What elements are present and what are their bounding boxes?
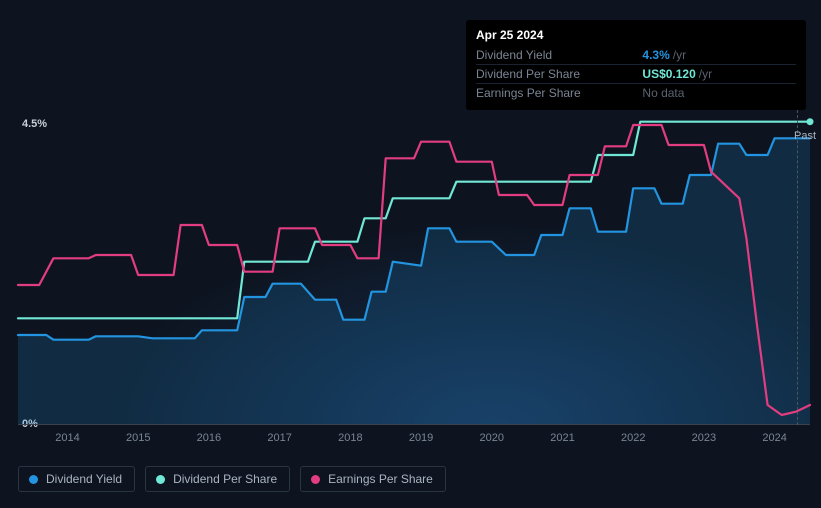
tooltip-date: Apr 25 2024 (476, 26, 796, 46)
legend-item-earnings-per-share[interactable]: Earnings Per Share (300, 466, 446, 492)
tooltip-table: Dividend Yield4.3%/yrDividend Per ShareU… (476, 46, 796, 102)
tooltip-row-value: No data (642, 84, 796, 103)
dividend-per-share-end-marker (807, 118, 814, 125)
legend-dot-icon (29, 475, 38, 484)
tooltip-row-value: 4.3%/yr (642, 46, 796, 65)
legend-item-dividend-yield[interactable]: Dividend Yield (18, 466, 135, 492)
x-axis-baseline (18, 424, 810, 425)
x-axis-tick-label: 2018 (338, 432, 362, 444)
legend-dot-icon (311, 475, 320, 484)
chart-tooltip: Apr 25 2024 Dividend Yield4.3%/yrDividen… (466, 20, 806, 110)
chart-plot-area[interactable] (18, 105, 810, 425)
tooltip-row-label: Earnings Per Share (476, 84, 642, 103)
chart-svg (18, 105, 810, 425)
legend-item-dividend-per-share[interactable]: Dividend Per Share (145, 466, 290, 492)
x-axis-tick-label: 2020 (480, 432, 504, 444)
past-label: Past (794, 130, 816, 142)
legend-label: Dividend Per Share (173, 472, 277, 486)
x-axis-tick-label: 2019 (409, 432, 433, 444)
chart-cursor-line (797, 105, 798, 425)
x-axis-tick-label: 2014 (55, 432, 79, 444)
tooltip-row-value: US$0.120/yr (642, 65, 796, 84)
tooltip-row-label: Dividend Yield (476, 46, 642, 65)
legend-dot-icon (156, 475, 165, 484)
legend-label: Dividend Yield (46, 472, 122, 486)
x-axis-tick-label: 2015 (126, 432, 150, 444)
x-axis-tick-label: 2021 (550, 432, 574, 444)
x-axis-tick-label: 2024 (762, 432, 786, 444)
tooltip-row-label: Dividend Per Share (476, 65, 642, 84)
x-axis-tick-label: 2022 (621, 432, 645, 444)
x-axis-tick-label: 2023 (692, 432, 716, 444)
legend-label: Earnings Per Share (328, 472, 433, 486)
x-axis-tick-label: 2016 (197, 432, 221, 444)
chart-legend: Dividend Yield Dividend Per Share Earnings… (18, 466, 446, 492)
dividend_yield-area (18, 138, 810, 425)
x-axis-tick-label: 2017 (267, 432, 291, 444)
dividend-chart: Apr 25 2024 Dividend Yield4.3%/yrDividen… (0, 0, 821, 508)
